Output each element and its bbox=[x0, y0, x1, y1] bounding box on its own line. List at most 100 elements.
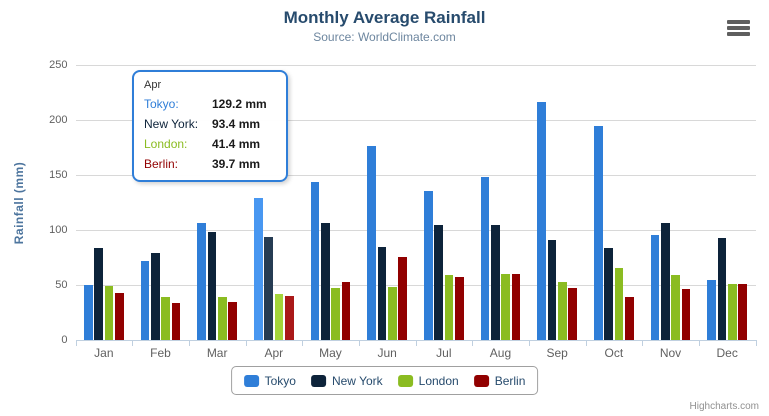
gridline bbox=[75, 65, 756, 66]
hamburger-icon bbox=[727, 32, 750, 36]
bar-berlin-jul[interactable] bbox=[455, 276, 464, 340]
x-axis-tick bbox=[415, 340, 417, 346]
bar-tokyo-mar[interactable] bbox=[197, 222, 206, 340]
tooltip-series-label: Berlin: bbox=[144, 157, 179, 171]
tooltip-row: Tokyo: 129.2 mm bbox=[144, 97, 276, 112]
x-tick-label: Oct bbox=[604, 346, 624, 360]
x-axis-tick bbox=[358, 340, 360, 346]
bar-new-york-dec[interactable] bbox=[717, 238, 727, 340]
bar-berlin-jun[interactable] bbox=[398, 256, 408, 340]
x-tick-label: Jan bbox=[94, 346, 114, 360]
x-axis-tick bbox=[245, 340, 247, 346]
y-tick-label: 150 bbox=[49, 169, 68, 181]
bar-new-york-sep[interactable] bbox=[547, 239, 557, 340]
bar-new-york-jun[interactable] bbox=[377, 247, 387, 340]
gridline bbox=[75, 230, 756, 231]
x-tick-label: Jul bbox=[436, 346, 452, 360]
bar-new-york-jan[interactable] bbox=[94, 248, 103, 340]
tooltip-row: Berlin: 39.7 mm bbox=[144, 157, 276, 172]
bar-london-sep[interactable] bbox=[558, 282, 567, 340]
bar-new-york-oct[interactable] bbox=[604, 248, 613, 340]
tooltip-series-label: New York: bbox=[144, 117, 199, 131]
hamburger-icon bbox=[727, 26, 750, 30]
bar-new-york-aug[interactable] bbox=[491, 225, 500, 340]
bar-london-nov[interactable] bbox=[671, 274, 680, 340]
x-axis-tick bbox=[188, 340, 190, 346]
hamburger-icon bbox=[727, 20, 750, 24]
bar-london-feb[interactable] bbox=[161, 297, 170, 340]
x-tick-label: Sep bbox=[546, 346, 568, 360]
bar-tokyo-may[interactable] bbox=[310, 181, 320, 340]
gridline bbox=[75, 175, 756, 176]
bar-tokyo-oct[interactable] bbox=[593, 126, 603, 340]
legend-swatch-icon bbox=[310, 374, 326, 387]
bar-london-jun[interactable] bbox=[388, 286, 397, 340]
x-axis-tick bbox=[302, 340, 304, 346]
bar-london-may[interactable] bbox=[331, 288, 340, 340]
x-tick-label: Mar bbox=[206, 346, 228, 360]
export-menu-button[interactable] bbox=[727, 20, 751, 38]
bar-london-jan[interactable] bbox=[104, 286, 114, 340]
bar-berlin-nov[interactable] bbox=[681, 288, 691, 340]
x-axis-tick bbox=[585, 340, 587, 346]
bar-london-apr[interactable] bbox=[274, 294, 284, 340]
x-axis-tick bbox=[472, 340, 474, 346]
legend-item-berlin[interactable]: Berlin bbox=[473, 373, 526, 388]
tooltip-series-value: 93.4 mm bbox=[212, 117, 261, 131]
bar-berlin-jan[interactable] bbox=[115, 293, 124, 340]
bar-new-york-mar[interactable] bbox=[207, 231, 217, 340]
bar-tokyo-jul[interactable] bbox=[423, 190, 433, 340]
y-tick-label: 50 bbox=[55, 279, 68, 291]
legend: Tokyo New York London Berlin bbox=[230, 366, 539, 395]
x-axis-tick bbox=[642, 340, 644, 346]
bar-tokyo-apr[interactable] bbox=[253, 197, 263, 340]
bar-london-aug[interactable] bbox=[501, 274, 510, 340]
legend-label: Tokyo bbox=[264, 373, 296, 388]
bar-tokyo-jan[interactable] bbox=[83, 285, 93, 340]
x-tick-label: Apr bbox=[264, 346, 284, 360]
legend-item-london[interactable]: London bbox=[397, 373, 459, 388]
credits-link[interactable]: Highcharts.com bbox=[689, 401, 759, 412]
bar-london-oct[interactable] bbox=[614, 268, 624, 340]
legend-label: London bbox=[418, 373, 459, 388]
bar-tokyo-sep[interactable] bbox=[537, 101, 546, 340]
gridline bbox=[75, 120, 756, 121]
x-tick-label: May bbox=[319, 346, 342, 360]
bar-new-york-jul[interactable] bbox=[434, 224, 443, 340]
tooltip: Apr Tokyo: 129.2 mm New York: 93.4 mm London… bbox=[132, 70, 288, 182]
chart-subtitle: Source: WorldClimate.com bbox=[313, 30, 456, 44]
bar-berlin-aug[interactable] bbox=[511, 273, 521, 340]
bar-tokyo-jun[interactable] bbox=[367, 146, 376, 340]
chart-title: Monthly Average Rainfall bbox=[283, 8, 486, 27]
legend-item-tokyo[interactable]: Tokyo bbox=[243, 373, 296, 388]
bar-berlin-apr[interactable] bbox=[285, 296, 294, 340]
bar-tokyo-dec[interactable] bbox=[707, 280, 716, 340]
y-tick-label: 0 bbox=[61, 334, 68, 346]
bar-london-mar[interactable] bbox=[218, 296, 227, 340]
bar-berlin-feb[interactable] bbox=[171, 303, 181, 340]
tooltip-series-value: 39.7 mm bbox=[212, 157, 261, 171]
bar-berlin-may[interactable] bbox=[341, 282, 351, 340]
x-axis-tick bbox=[75, 340, 77, 346]
bar-tokyo-feb[interactable] bbox=[140, 261, 150, 340]
bar-berlin-dec[interactable] bbox=[738, 283, 748, 340]
bar-tokyo-aug[interactable] bbox=[480, 176, 490, 340]
bar-london-dec[interactable] bbox=[728, 283, 737, 340]
tooltip-row: New York: 93.4 mm bbox=[144, 117, 276, 132]
bar-berlin-mar[interactable] bbox=[228, 302, 238, 340]
legend-label: Berlin bbox=[494, 373, 526, 388]
bar-new-york-feb[interactable] bbox=[151, 253, 160, 340]
bar-new-york-nov[interactable] bbox=[661, 222, 670, 340]
legend-label: New York bbox=[331, 373, 383, 388]
bar-tokyo-nov[interactable] bbox=[650, 234, 660, 340]
x-axis-tick bbox=[132, 340, 134, 346]
bar-new-york-may[interactable] bbox=[321, 223, 330, 340]
bar-berlin-sep[interactable] bbox=[568, 287, 578, 340]
y-tick-label: 100 bbox=[49, 224, 68, 236]
legend-item-new-york[interactable]: New York bbox=[310, 373, 383, 388]
bar-berlin-oct[interactable] bbox=[625, 296, 634, 340]
bar-new-york-apr[interactable] bbox=[264, 237, 273, 340]
x-tick-label: Dec bbox=[716, 346, 738, 360]
bar-london-jul[interactable] bbox=[444, 275, 454, 340]
